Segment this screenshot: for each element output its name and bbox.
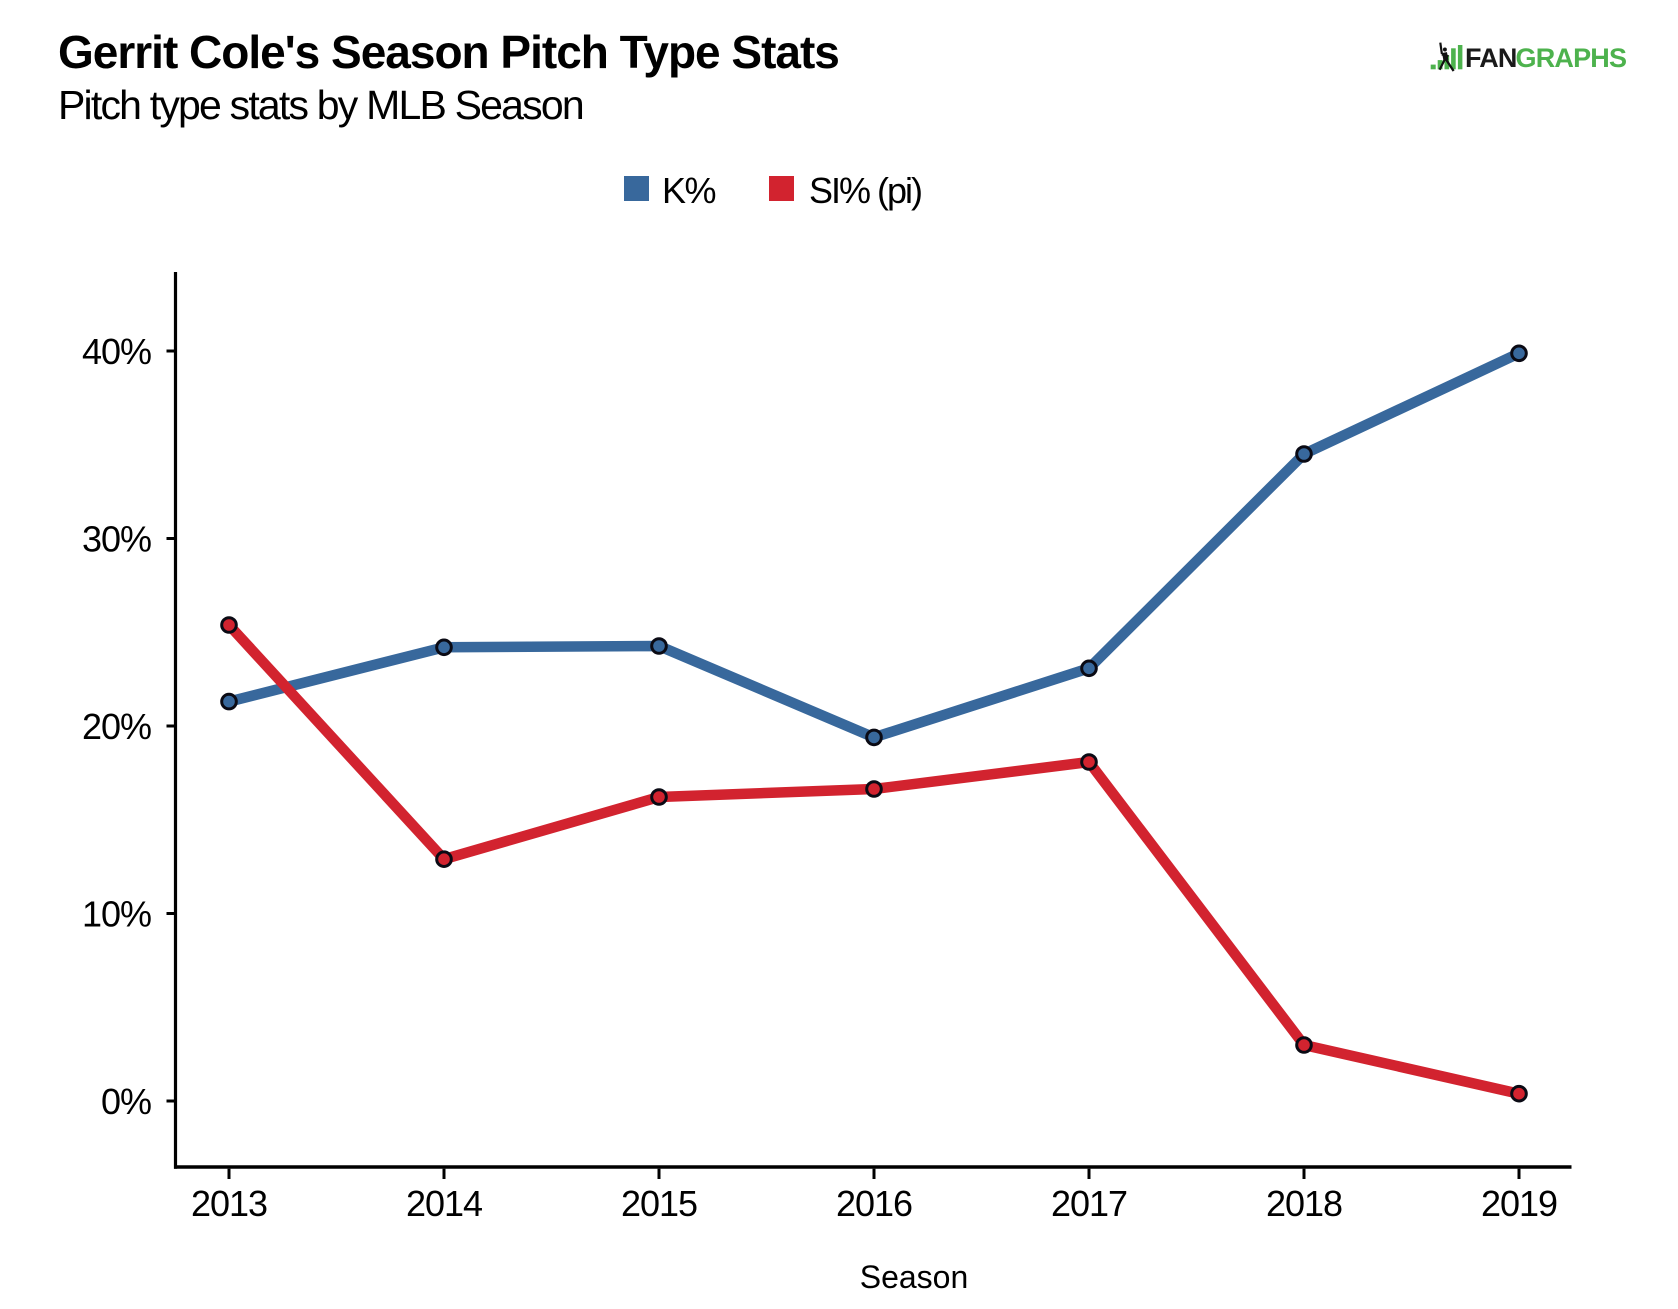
svg-text:30%: 30% bbox=[82, 519, 151, 560]
svg-text:10%: 10% bbox=[82, 894, 151, 935]
svg-text:2013: 2013 bbox=[191, 1183, 267, 1224]
svg-text:SI% (pi): SI% (pi) bbox=[809, 170, 921, 211]
svg-text:2015: 2015 bbox=[621, 1183, 697, 1224]
svg-text:K%: K% bbox=[662, 170, 716, 211]
svg-text:2014: 2014 bbox=[406, 1183, 482, 1224]
svg-text:2018: 2018 bbox=[1266, 1183, 1342, 1224]
svg-text:GRAPHS: GRAPHS bbox=[1516, 43, 1627, 73]
svg-text:Gerrit Cole's Season Pitch Typ: Gerrit Cole's Season Pitch Type Stats bbox=[58, 26, 839, 78]
svg-text:2016: 2016 bbox=[836, 1183, 912, 1224]
svg-text:Pitch type stats by MLB Season: Pitch type stats by MLB Season bbox=[58, 82, 583, 128]
svg-text:FAN: FAN bbox=[1465, 43, 1517, 73]
svg-text:20%: 20% bbox=[82, 706, 151, 747]
svg-text:Season: Season bbox=[860, 1259, 969, 1295]
svg-text:2017: 2017 bbox=[1051, 1183, 1127, 1224]
svg-text:0%: 0% bbox=[101, 1081, 151, 1122]
svg-text:2019: 2019 bbox=[1481, 1183, 1557, 1224]
svg-text:40%: 40% bbox=[82, 331, 151, 372]
